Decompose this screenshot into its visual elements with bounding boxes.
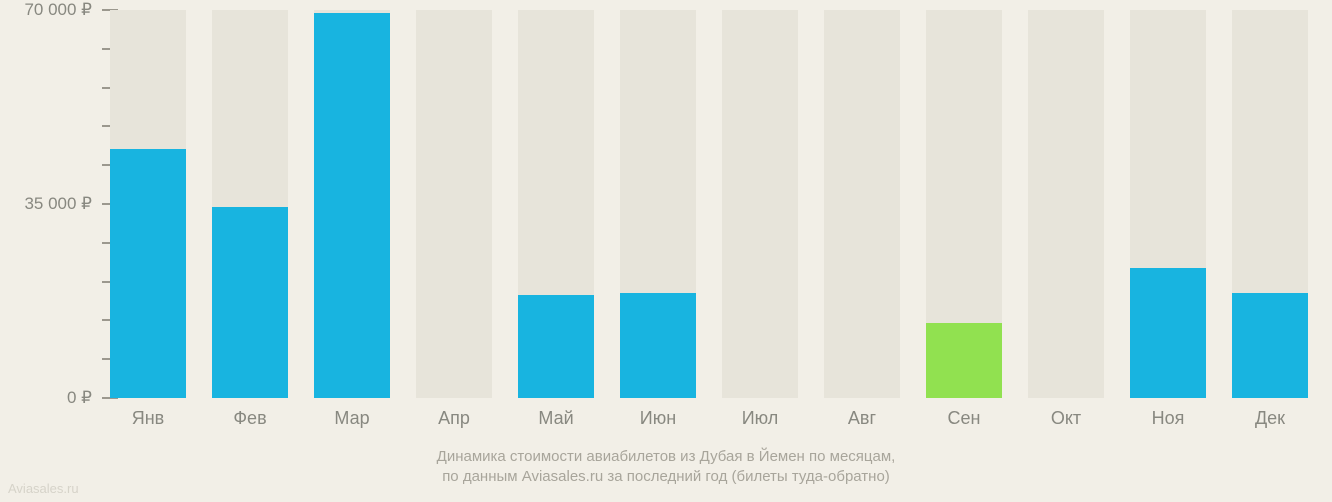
price-chart: 0 ₽ 35 000 ₽ 70 000 ₽ Янв Фев Мар Апр Май Июн Ию… bbox=[0, 0, 1332, 502]
x-axis-label: Окт bbox=[1051, 408, 1081, 429]
bar bbox=[314, 13, 390, 398]
x-axis-label: Июн bbox=[640, 408, 676, 429]
x-axis-label: Ноя bbox=[1152, 408, 1185, 429]
bar-slot bbox=[1130, 10, 1206, 398]
bar bbox=[1232, 293, 1308, 398]
x-axis-label: Апр bbox=[438, 408, 470, 429]
bar-slot bbox=[212, 10, 288, 398]
bar bbox=[1130, 268, 1206, 398]
watermark: Aviasales.ru bbox=[8, 481, 79, 496]
y-axis-label: 0 ₽ bbox=[67, 388, 92, 408]
y-axis-label: 70 000 ₽ bbox=[24, 0, 92, 20]
bar-slot bbox=[518, 10, 594, 398]
x-axis-label: Дек bbox=[1255, 408, 1285, 429]
bar-slot bbox=[1232, 10, 1308, 398]
x-axis-label: Май bbox=[538, 408, 573, 429]
bar bbox=[212, 207, 288, 398]
bar bbox=[110, 149, 186, 398]
x-axis-label: Сен bbox=[948, 408, 981, 429]
bar bbox=[620, 293, 696, 398]
bar-slot bbox=[416, 10, 492, 398]
bar-slot bbox=[824, 10, 900, 398]
x-axis-label: Июл bbox=[742, 408, 779, 429]
x-axis-label: Авг bbox=[848, 408, 876, 429]
y-axis: 0 ₽ 35 000 ₽ 70 000 ₽ bbox=[0, 0, 102, 410]
bar-slot bbox=[110, 10, 186, 398]
plot-area bbox=[102, 10, 1320, 398]
bar-slot bbox=[722, 10, 798, 398]
bar-slot bbox=[926, 10, 1002, 398]
caption-line-2: по данным Aviasales.ru за последний год … bbox=[0, 468, 1332, 485]
x-axis: Янв Фев Мар Апр Май Июн Июл Авг Сен Окт Ноя Дек bbox=[102, 408, 1320, 438]
caption-line-1: Динамика стоимости авиабилетов из Дубая … bbox=[0, 448, 1332, 465]
y-axis-label: 35 000 ₽ bbox=[24, 194, 92, 214]
bar-slot-bg bbox=[722, 10, 798, 398]
bar-slot bbox=[314, 10, 390, 398]
bar bbox=[518, 295, 594, 398]
bar-slot-bg bbox=[824, 10, 900, 398]
x-axis-label: Фев bbox=[233, 408, 266, 429]
x-axis-label: Мар bbox=[334, 408, 369, 429]
bar-slot bbox=[620, 10, 696, 398]
bar-slot-bg bbox=[416, 10, 492, 398]
bar-slot bbox=[1028, 10, 1104, 398]
bar bbox=[926, 323, 1002, 398]
x-axis-label: Янв bbox=[132, 408, 165, 429]
bar-slot-bg bbox=[1028, 10, 1104, 398]
